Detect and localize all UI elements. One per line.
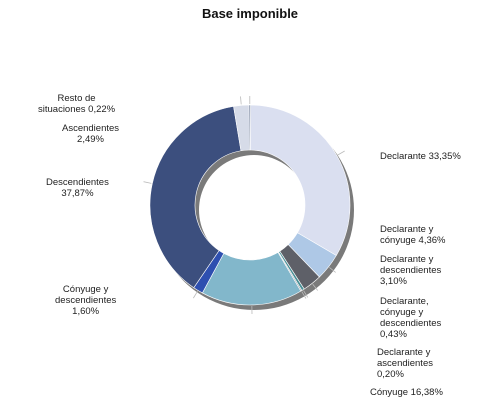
leader-line-6 — [193, 291, 198, 299]
slice-0 — [249, 104, 351, 256]
leader-line-4 — [301, 291, 307, 299]
leader-line-0 — [337, 150, 345, 156]
leader-line-7 — [143, 181, 152, 184]
chart-title: Base imponible — [201, 6, 299, 21]
label-declarante-ascendientes: Declarante y ascendientes 0,20% — [377, 347, 433, 380]
label-declarante: Declarante 33,35% — [380, 151, 461, 162]
leader-line-1 — [329, 267, 336, 273]
slice-9 — [248, 104, 251, 151]
label-conyuge-descendientes: Cónyuge y descendientes 1,60% — [55, 284, 117, 317]
label-declarante-conyuge: Declarante y cónyuge 4,36% — [380, 224, 446, 246]
label-resto-situaciones: Resto de situaciones 0,22% — [38, 93, 116, 115]
label-declarante-descendientes: Declarante y descendientes 3,10% — [380, 254, 442, 287]
label-declarante-conyuge-descendientes: Declarante, cónyuge y descendientes 0,43… — [380, 296, 442, 340]
leader-line-2 — [312, 283, 318, 291]
label-descendientes: Descendientes 37,87% — [46, 177, 109, 199]
leader-line-8 — [240, 96, 242, 105]
label-ascendientes: Ascendientes 2,49% — [62, 123, 120, 145]
label-conyuge: Cónyuge 16,38% — [370, 387, 443, 398]
leader-line-3 — [303, 290, 309, 298]
slice-7 — [149, 106, 242, 289]
